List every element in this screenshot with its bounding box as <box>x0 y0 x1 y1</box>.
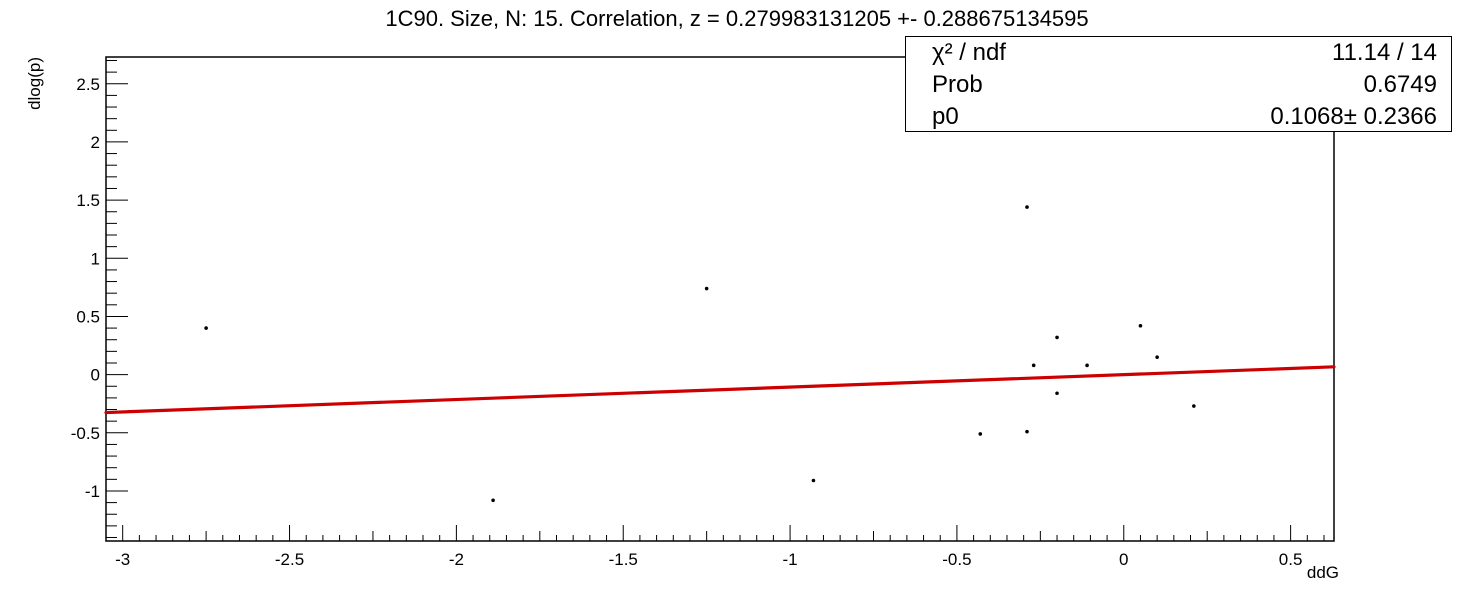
stats-row-p0: p0 0.1068± 0.2366 <box>932 101 1437 133</box>
stats-value: 0.6749 <box>1363 71 1437 98</box>
data-point <box>204 326 208 330</box>
stats-value: 0.1068± 0.2366 <box>1270 103 1437 130</box>
data-point <box>1138 323 1143 328</box>
stats-label: p0 <box>932 103 959 130</box>
data-points <box>204 205 1196 503</box>
y-axis-label: dlog(p) <box>25 57 44 110</box>
data-point <box>1025 205 1029 209</box>
y-tick-label: 0 <box>91 366 100 385</box>
data-point <box>491 498 495 503</box>
fit-line-layer <box>104 365 1336 415</box>
data-point <box>1031 363 1036 368</box>
y-tick-label: 0.5 <box>76 307 100 326</box>
data-point <box>978 432 983 436</box>
y-tick-label: 1 <box>91 249 100 268</box>
y-tick-label: 2.5 <box>76 75 100 94</box>
x-tick-label: -2 <box>449 550 464 569</box>
x-axis: -3 -2.5 -2 -1.5 -1 -0.5 0 0.5 <box>115 525 1325 569</box>
plot-frame <box>105 56 1335 542</box>
data-point <box>1155 355 1159 359</box>
data-point <box>1085 363 1089 368</box>
data-point <box>1055 335 1059 340</box>
x-tick-label: -2.5 <box>275 550 304 569</box>
fit-line <box>104 365 1336 415</box>
x-tick-label: 0 <box>1119 550 1128 569</box>
data-point <box>1192 404 1196 408</box>
stats-label: χ² / ndf <box>932 39 1006 66</box>
y-axis: -1 -0.5 0 0.5 1 1.5 2 2.5 <box>71 59 128 539</box>
y-tick-label: 2 <box>91 133 100 152</box>
data-point <box>704 286 709 291</box>
stats-value: 11.14 / 14 <box>1332 39 1437 66</box>
x-tick-label: -1.5 <box>609 550 638 569</box>
x-tick-label: -3 <box>115 550 130 569</box>
y-tick-label: -1 <box>85 482 100 501</box>
stats-row-chi2: χ² / ndf 11.14 / 14 <box>932 37 1437 69</box>
stats-label: Prob <box>932 71 983 98</box>
data-point <box>1025 429 1029 434</box>
x-axis-label: ddG <box>1307 563 1339 582</box>
stats-row-prob: Prob 0.6749 <box>932 69 1437 101</box>
x-tick-label: -1 <box>783 550 798 569</box>
chart-title: 1C90. Size, N: 15. Correlation, z = 0.27… <box>385 6 1089 31</box>
fit-stats-box: χ² / ndf 11.14 / 14 Prob 0.6749 p0 0.106… <box>905 36 1452 132</box>
x-tick-label: -0.5 <box>942 550 971 569</box>
x-tick-label: 0.5 <box>1279 550 1303 569</box>
data-point <box>811 478 816 483</box>
y-tick-label: 1.5 <box>76 191 100 210</box>
y-tick-label: -0.5 <box>71 424 100 443</box>
data-point <box>1055 391 1059 396</box>
